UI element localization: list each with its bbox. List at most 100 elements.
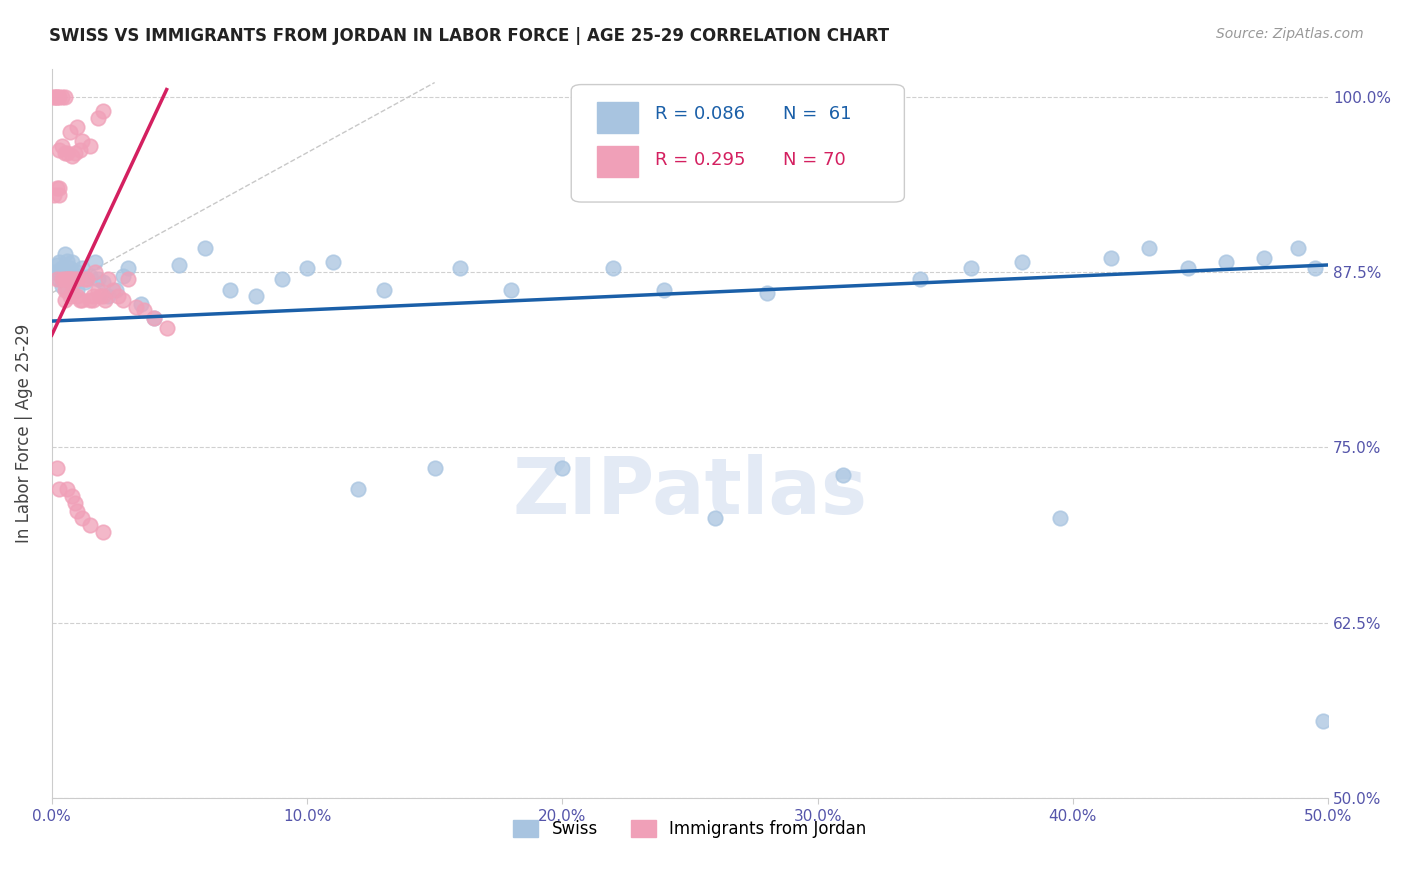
Point — [60, 272, 83, 286]
Point — [142, 311, 165, 326]
Point — [59, 289, 82, 303]
Point — [1215, 255, 1237, 269]
Point — [132, 302, 155, 317]
Point — [48, 255, 70, 269]
Legend: Swiss, Immigrants from Jordan: Swiss, Immigrants from Jordan — [506, 813, 873, 845]
Point — [48, 272, 70, 286]
Point — [45, 461, 67, 475]
Point — [72, 510, 94, 524]
Point — [1312, 714, 1334, 728]
Point — [53, 272, 76, 286]
Point — [84, 255, 107, 269]
Point — [347, 483, 370, 497]
Point — [59, 260, 82, 275]
Point — [73, 275, 96, 289]
Point — [1286, 241, 1309, 255]
Point — [112, 269, 135, 284]
Point — [1011, 255, 1033, 269]
Point — [51, 260, 73, 275]
Point — [142, 311, 165, 326]
Y-axis label: In Labor Force | Age 25-29: In Labor Force | Age 25-29 — [15, 324, 32, 543]
Point — [194, 241, 217, 255]
Point — [72, 293, 94, 307]
Point — [60, 490, 83, 504]
Point — [91, 524, 114, 539]
Point — [79, 138, 101, 153]
Point — [79, 269, 101, 284]
Point — [53, 246, 76, 260]
Point — [101, 283, 124, 297]
Point — [72, 260, 94, 275]
Point — [423, 461, 446, 475]
Point — [908, 272, 931, 286]
Point — [104, 283, 127, 297]
Point — [56, 253, 79, 268]
Point — [602, 260, 624, 275]
Text: N = 70: N = 70 — [783, 151, 846, 169]
Point — [1099, 251, 1122, 265]
Point — [66, 265, 89, 279]
Point — [156, 321, 179, 335]
Point — [44, 265, 66, 279]
Point — [245, 289, 267, 303]
Point — [60, 148, 83, 162]
Point — [117, 260, 139, 275]
Point — [219, 283, 242, 297]
Point — [63, 496, 86, 510]
Point — [69, 269, 91, 284]
Point — [48, 89, 70, 103]
Point — [79, 517, 101, 532]
Point — [56, 483, 79, 497]
Point — [59, 272, 82, 286]
Point — [76, 272, 98, 286]
Point — [51, 138, 73, 153]
Point — [112, 293, 135, 307]
Point — [63, 272, 86, 286]
Point — [45, 89, 67, 103]
Point — [959, 260, 981, 275]
Point — [89, 289, 111, 303]
Point — [51, 272, 73, 286]
Point — [60, 255, 83, 269]
Point — [45, 272, 67, 286]
Point — [84, 265, 107, 279]
Point — [270, 272, 292, 286]
Point — [53, 265, 76, 279]
Point — [48, 187, 70, 202]
Point — [704, 510, 727, 524]
Point — [97, 289, 120, 303]
Point — [48, 143, 70, 157]
Point — [59, 125, 82, 139]
Point — [60, 272, 83, 286]
Point — [832, 468, 855, 483]
Point — [51, 279, 73, 293]
Point — [51, 89, 73, 103]
Point — [551, 461, 574, 475]
Point — [755, 285, 778, 300]
Point — [1177, 260, 1199, 275]
Bar — [596, 146, 637, 177]
Point — [56, 272, 79, 286]
Point — [56, 272, 79, 286]
Point — [86, 272, 108, 286]
Point — [45, 265, 67, 279]
Point — [501, 283, 523, 297]
Text: R = 0.295: R = 0.295 — [655, 151, 747, 169]
Point — [63, 145, 86, 160]
Point — [56, 145, 79, 160]
Point — [94, 293, 117, 307]
Point — [82, 293, 104, 307]
Point — [97, 272, 120, 286]
Point — [1253, 251, 1275, 265]
Point — [45, 89, 67, 103]
Point — [91, 103, 114, 118]
Point — [69, 143, 91, 157]
Point — [129, 297, 152, 311]
FancyBboxPatch shape — [571, 85, 904, 202]
Point — [53, 293, 76, 307]
Point — [56, 272, 79, 286]
Text: N =  61: N = 61 — [783, 104, 852, 123]
Point — [66, 272, 89, 286]
Point — [86, 283, 108, 297]
Point — [53, 283, 76, 297]
